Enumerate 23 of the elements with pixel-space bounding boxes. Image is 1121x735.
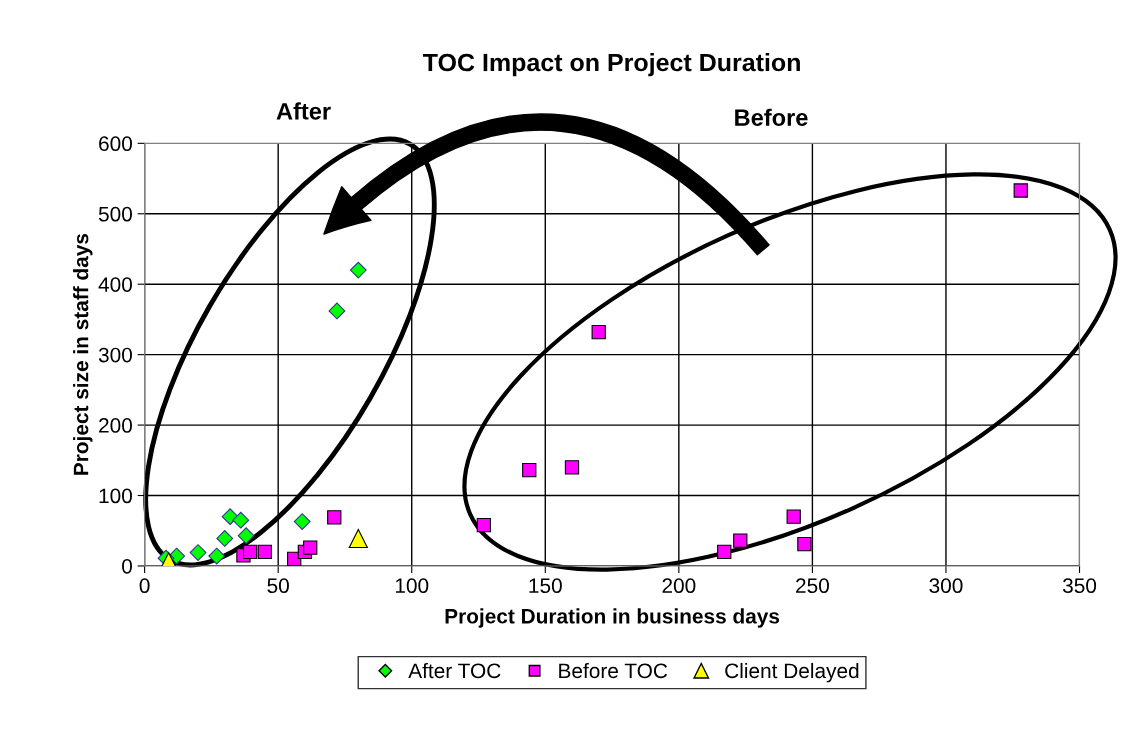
y-tick-label: 100 xyxy=(99,488,132,504)
legend-label: After TOC xyxy=(408,662,501,679)
y-tick-label: 200 xyxy=(99,418,132,433)
y-tick-label: 0 xyxy=(122,558,132,574)
y-tick-label: 500 xyxy=(98,206,132,222)
text: After xyxy=(276,102,331,120)
y-tick-label: 400 xyxy=(98,277,132,292)
x-tick-label: 300 xyxy=(929,578,963,594)
chart-title: TOC Impact on Project Duration xyxy=(422,52,800,77)
x-tick-label: 0 xyxy=(139,578,150,594)
x-tick-label: 200 xyxy=(662,578,696,594)
text: Before xyxy=(735,108,808,126)
y-tick-label: 600 xyxy=(99,136,132,152)
x-tick-label: 50 xyxy=(267,578,289,594)
legend-label: Client Delayed xyxy=(725,662,859,683)
legend-label: Before TOC xyxy=(559,662,668,679)
x-tick-label: 150 xyxy=(529,578,562,594)
x-tick-label: 350 xyxy=(1062,578,1097,594)
x-tick-label: 100 xyxy=(395,578,429,594)
y-axis-title: Project size in staff days xyxy=(73,233,93,475)
x-tick-label: 250 xyxy=(796,578,829,594)
y-tick-label: 300 xyxy=(98,347,132,363)
x-axis-title: Project Duration in business days xyxy=(445,608,780,628)
